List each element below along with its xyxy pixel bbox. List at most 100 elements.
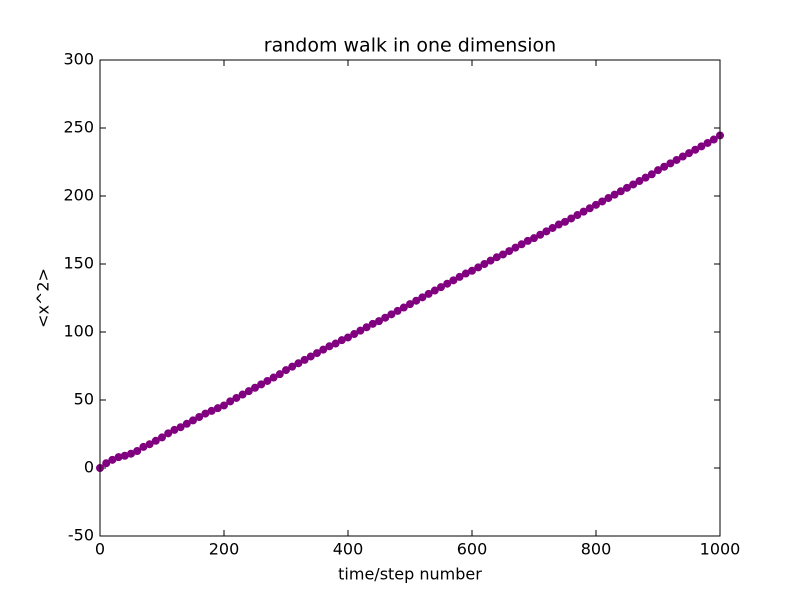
data-point xyxy=(294,359,303,368)
data-point xyxy=(238,390,247,399)
data-point xyxy=(430,286,439,295)
data-point xyxy=(542,227,551,236)
data-point xyxy=(449,276,458,285)
data-point xyxy=(486,256,495,265)
y-tick-label: 100 xyxy=(63,322,94,341)
data-point xyxy=(375,317,383,326)
data-point xyxy=(604,194,613,203)
data-point xyxy=(511,243,520,252)
data-point xyxy=(232,393,241,402)
x-tick-label: 800 xyxy=(581,540,612,559)
y-tick-label: 250 xyxy=(63,118,94,137)
data-point xyxy=(158,433,166,442)
data-point xyxy=(610,190,619,199)
data-point xyxy=(263,376,272,385)
data-point xyxy=(548,223,557,232)
data-point xyxy=(362,323,371,332)
data-point xyxy=(672,155,681,164)
data-point xyxy=(616,187,625,196)
data-point xyxy=(623,183,631,192)
data-point xyxy=(592,200,600,209)
chart-title: random walk in one dimension xyxy=(264,35,556,57)
data-point xyxy=(654,166,662,175)
data-point xyxy=(220,401,228,410)
data-point xyxy=(133,447,142,455)
data-point xyxy=(313,349,321,358)
data-point xyxy=(182,419,191,428)
data-point xyxy=(418,293,427,302)
y-tick-label: 0 xyxy=(84,458,94,477)
data-point xyxy=(530,234,538,243)
data-point xyxy=(641,173,650,182)
x-tick-label: 400 xyxy=(333,540,364,559)
data-point xyxy=(697,142,706,151)
data-point xyxy=(585,204,594,213)
data-point xyxy=(598,197,607,206)
data-point xyxy=(468,266,476,275)
y-axis-label: <x^2> xyxy=(34,268,53,328)
data-point xyxy=(244,387,253,396)
x-tick-label: 600 xyxy=(457,540,488,559)
plot-frame xyxy=(99,59,721,537)
data-point xyxy=(703,138,712,147)
data-point xyxy=(275,370,284,379)
data-point xyxy=(288,362,297,371)
data-point xyxy=(474,263,483,272)
x-tick-label: 0 xyxy=(95,540,105,559)
y-tick-label: 50 xyxy=(74,390,94,409)
data-point xyxy=(480,260,489,268)
x-tick-label: 200 xyxy=(209,540,240,559)
data-point xyxy=(251,383,259,392)
data-point xyxy=(567,214,576,223)
data-point xyxy=(381,313,390,322)
data-point xyxy=(443,279,452,288)
data-point xyxy=(424,289,433,298)
data-point xyxy=(412,296,421,305)
data-point xyxy=(579,207,588,216)
data-point xyxy=(189,416,197,425)
data-point xyxy=(145,440,154,449)
data-point xyxy=(678,152,687,161)
data-point xyxy=(691,145,700,154)
data-point xyxy=(406,300,414,309)
data-point xyxy=(269,373,278,382)
data-point xyxy=(331,339,340,348)
data-point xyxy=(685,149,693,158)
data-point xyxy=(505,247,514,256)
data-point xyxy=(319,345,328,354)
data-point xyxy=(102,459,111,468)
data-point xyxy=(455,272,464,281)
data-point xyxy=(536,230,545,239)
data-point xyxy=(344,333,352,342)
y-tick-label: -50 xyxy=(68,526,94,545)
data-point xyxy=(282,366,290,375)
y-tick-label: 150 xyxy=(63,254,94,273)
data-point xyxy=(387,310,396,319)
data-point xyxy=(660,162,669,171)
data-point xyxy=(306,352,315,361)
data-point xyxy=(666,159,675,168)
data-point xyxy=(499,250,507,259)
data-point xyxy=(573,211,582,220)
data-point xyxy=(561,217,569,226)
y-tick-label: 300 xyxy=(63,50,94,69)
data-point xyxy=(437,283,445,292)
data-point xyxy=(226,397,235,406)
data-point xyxy=(517,240,526,249)
x-axis-label: time/step number xyxy=(338,565,482,584)
data-point xyxy=(393,306,402,315)
data-point xyxy=(356,326,365,335)
data-point xyxy=(399,303,408,312)
y-tick-label: 200 xyxy=(63,186,94,205)
data-point xyxy=(176,423,185,432)
data-point xyxy=(635,177,644,186)
data-point xyxy=(257,380,266,389)
data-point xyxy=(709,135,718,144)
x-tick-label: 1000 xyxy=(700,540,741,559)
data-point xyxy=(350,330,359,339)
data-point xyxy=(195,413,204,421)
data-point xyxy=(164,429,173,438)
